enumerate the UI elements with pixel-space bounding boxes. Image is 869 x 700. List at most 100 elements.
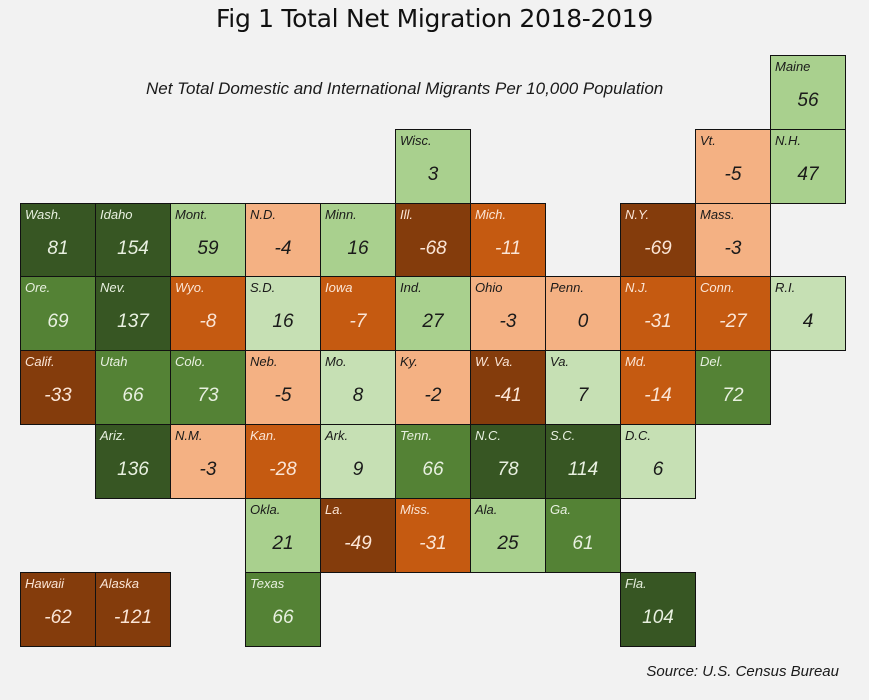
state-label: R.I. [775, 280, 796, 295]
state-value: 136 [117, 459, 149, 480]
state-label: Wisc. [400, 133, 432, 148]
state-value: -3 [724, 238, 742, 259]
state-value: 73 [197, 385, 219, 406]
state-label: Okla. [250, 502, 281, 517]
state-value: 69 [47, 311, 69, 332]
state-label: Md. [625, 354, 647, 369]
state-value: -2 [424, 385, 442, 406]
state-tile: Ala. 25 [470, 498, 546, 573]
state-value: 104 [642, 607, 674, 628]
state-tile: N.Y. -69 [620, 203, 696, 278]
state-value: -8 [199, 311, 217, 332]
state-value: -7 [349, 311, 367, 332]
state-tile: Ill. -68 [395, 203, 471, 278]
state-value: 4 [802, 311, 814, 332]
state-label: N.H. [775, 133, 801, 148]
source-note: Source: U.S. Census Bureau [646, 663, 839, 680]
state-value: 27 [422, 311, 444, 332]
state-label: Tenn. [400, 428, 433, 443]
state-value: -68 [419, 238, 447, 259]
state-label: Mass. [700, 207, 735, 222]
state-tile: S.C. 114 [545, 424, 621, 499]
state-label: Vt. [700, 133, 716, 148]
state-value: 9 [352, 459, 364, 480]
state-tile: Texas 66 [245, 572, 321, 647]
state-tile: Alaska -121 [95, 572, 171, 647]
state-value: -121 [113, 607, 153, 628]
state-tile: N.C. 78 [470, 424, 546, 499]
state-value: 59 [197, 238, 219, 259]
state-value: -3 [199, 459, 217, 480]
state-label: Del. [700, 354, 724, 369]
state-label: Ind. [400, 280, 422, 295]
state-value: -5 [274, 385, 292, 406]
state-value: -28 [269, 459, 297, 480]
state-tile: Hawaii -62 [20, 572, 96, 647]
state-value: 56 [797, 90, 819, 111]
state-label: Ariz. [100, 428, 126, 443]
state-value: 137 [117, 311, 149, 332]
state-value: -33 [44, 385, 72, 406]
state-value: 66 [422, 459, 444, 480]
state-label: N.M. [175, 428, 203, 443]
state-tile: Fla. 104 [620, 572, 696, 647]
state-tile: Okla. 21 [245, 498, 321, 573]
state-tile: Nev. 137 [95, 276, 171, 351]
state-value: 81 [47, 238, 69, 259]
state-value: 0 [577, 311, 589, 332]
state-tile: Vt. -5 [695, 129, 771, 204]
state-value: 16 [347, 238, 369, 259]
state-label: Neb. [250, 354, 278, 369]
state-value: 21 [272, 533, 294, 554]
state-value: 78 [497, 459, 519, 480]
state-label: Conn. [700, 280, 735, 295]
chart-title: Fig 1 Total Net Migration 2018-2019 [216, 4, 653, 33]
state-tile: Colo. 73 [170, 350, 246, 425]
state-tile: Va. 7 [545, 350, 621, 425]
state-label: Fla. [625, 576, 647, 591]
state-label: Va. [550, 354, 570, 369]
state-value: 72 [722, 385, 744, 406]
state-tile: Wash. 81 [20, 203, 96, 278]
state-tile: Idaho 154 [95, 203, 171, 278]
state-value: 6 [652, 459, 664, 480]
state-value: 7 [577, 385, 589, 406]
state-label: S.D. [250, 280, 276, 295]
state-value: -31 [419, 533, 447, 554]
state-label: Calif. [25, 354, 55, 369]
state-value: 114 [567, 459, 599, 480]
state-label: N.C. [475, 428, 501, 443]
state-label: Texas [250, 576, 285, 591]
state-label: Ark. [325, 428, 349, 443]
state-label: Ill. [400, 207, 413, 222]
state-label: Penn. [550, 280, 584, 295]
state-label: Nev. [100, 280, 126, 295]
state-tile: Ohio -3 [470, 276, 546, 351]
state-tile: Mich. -11 [470, 203, 546, 278]
state-tile: Mass. -3 [695, 203, 771, 278]
state-tile: Wisc. 3 [395, 129, 471, 204]
state-value: -3 [499, 311, 517, 332]
state-tile: Ind. 27 [395, 276, 471, 351]
state-tile: Iowa -7 [320, 276, 396, 351]
state-tile: N.M. -3 [170, 424, 246, 499]
state-tile: Calif. -33 [20, 350, 96, 425]
state-tile: W. Va. -41 [470, 350, 546, 425]
state-value: -11 [494, 238, 522, 259]
state-tile: N.D. -4 [245, 203, 321, 278]
state-label: Wyo. [175, 280, 205, 295]
state-value: 25 [497, 533, 519, 554]
state-value: 66 [122, 385, 144, 406]
state-value: 66 [272, 607, 294, 628]
state-value: -62 [44, 607, 72, 628]
state-tile: Conn. -27 [695, 276, 771, 351]
state-label: Minn. [325, 207, 357, 222]
state-label: N.J. [625, 280, 649, 295]
state-label: Ore. [25, 280, 51, 295]
state-value: -5 [724, 164, 742, 185]
state-value: -27 [719, 311, 747, 332]
state-tile: Ore. 69 [20, 276, 96, 351]
state-tile: Md. -14 [620, 350, 696, 425]
state-value: -4 [274, 238, 292, 259]
